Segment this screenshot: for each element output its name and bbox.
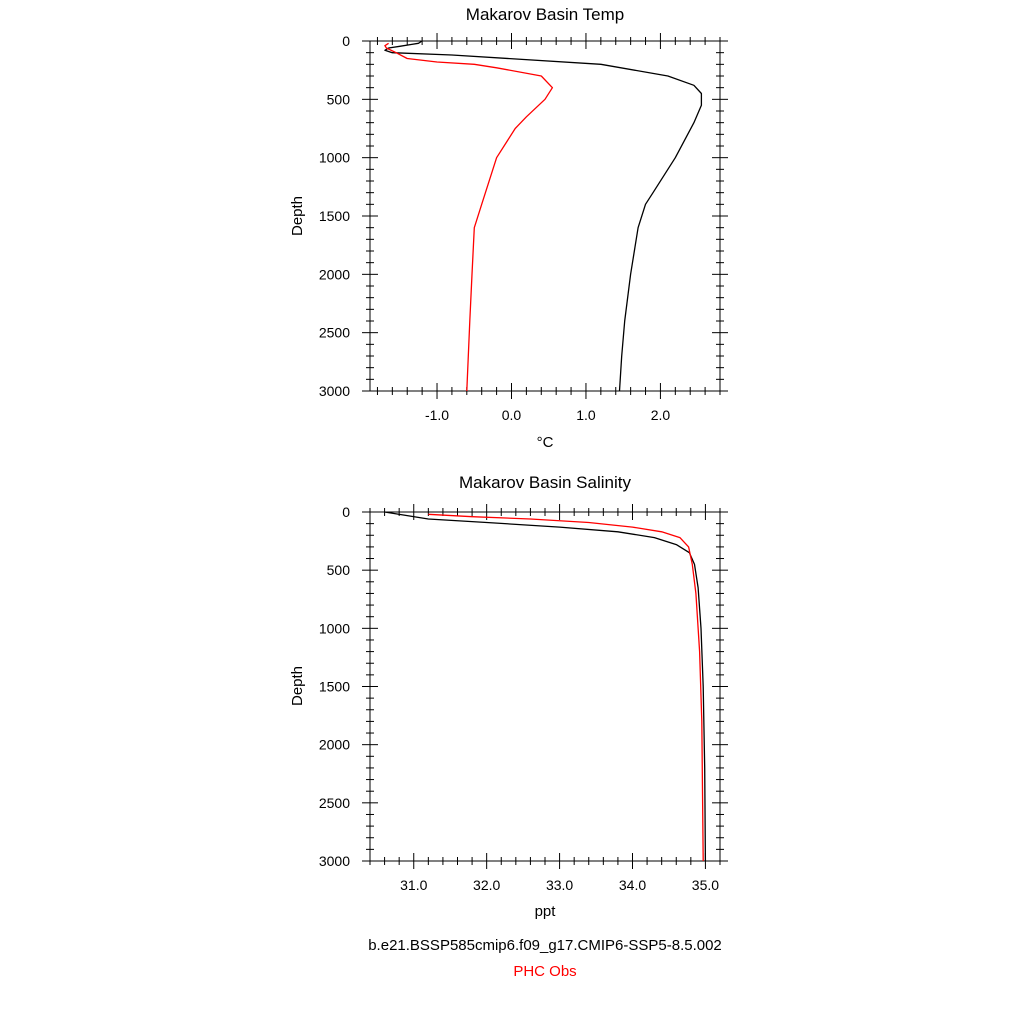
salinity-y-tick-label: 2500 (319, 795, 350, 811)
salinity-y-tick-label: 1000 (319, 620, 350, 636)
temperature-x-tick-label: -1.0 (425, 407, 449, 423)
temperature-y-tick-label: 1500 (319, 208, 350, 224)
temperature-x-tick-label: 0.0 (502, 407, 522, 423)
salinity-series-line-obs (428, 513, 704, 862)
legend-obs-label: PHC Obs (513, 963, 577, 980)
salinity-x-tick-label: 31.0 (400, 877, 427, 893)
salinity-panel: Makarov Basin Salinity Depth ppt 0 500 100… (289, 473, 728, 920)
temperature-panel: Makarov Basin Temp Depth °C 0 500 1000 1500… (289, 5, 728, 451)
temperature-y-tick-label: 500 (327, 91, 351, 107)
salinity-x-tick-label: 32.0 (473, 877, 500, 893)
salinity-x-axis-label: ppt (535, 903, 557, 920)
salinity-series-line-model (384, 511, 707, 862)
temperature-y-tick-label: 2000 (319, 266, 350, 282)
salinity-y-tick-label: 2000 (319, 737, 350, 753)
temperature-series-line-obs (384, 42, 554, 392)
temperature-chart-title: Makarov Basin Temp (466, 5, 624, 24)
salinity-y-tick-label: 3000 (319, 853, 350, 869)
temperature-y-tick-label: 1000 (319, 150, 350, 166)
salinity-y-tick-label: 500 (327, 562, 351, 578)
salinity-y-tick-label: 1500 (319, 679, 350, 695)
legend-model-label: b.e21.BSSP585cmip6.f09_g17.CMIP6-SSP5-8.… (368, 937, 722, 954)
temperature-y-tick-label: 2500 (319, 325, 350, 341)
salinity-chart-title: Makarov Basin Salinity (459, 473, 631, 492)
temperature-y-tick-label: 0 (342, 33, 350, 49)
salinity-y-tick-label: 0 (342, 504, 350, 520)
temperature-x-tick-label: 2.0 (651, 407, 671, 423)
salinity-y-axis-label: Depth (289, 666, 306, 706)
temperature-y-tick-label: 3000 (319, 383, 350, 399)
temperature-x-tick-label: 1.0 (576, 407, 596, 423)
temperature-series-line-model (384, 40, 703, 392)
salinity-x-tick-label: 33.0 (546, 877, 573, 893)
salinity-x-tick-label: 34.0 (619, 877, 646, 893)
temperature-x-axis-label: °C (537, 434, 554, 451)
temperature-y-axis-label: Depth (289, 196, 306, 236)
salinity-x-tick-label: 35.0 (692, 877, 719, 893)
